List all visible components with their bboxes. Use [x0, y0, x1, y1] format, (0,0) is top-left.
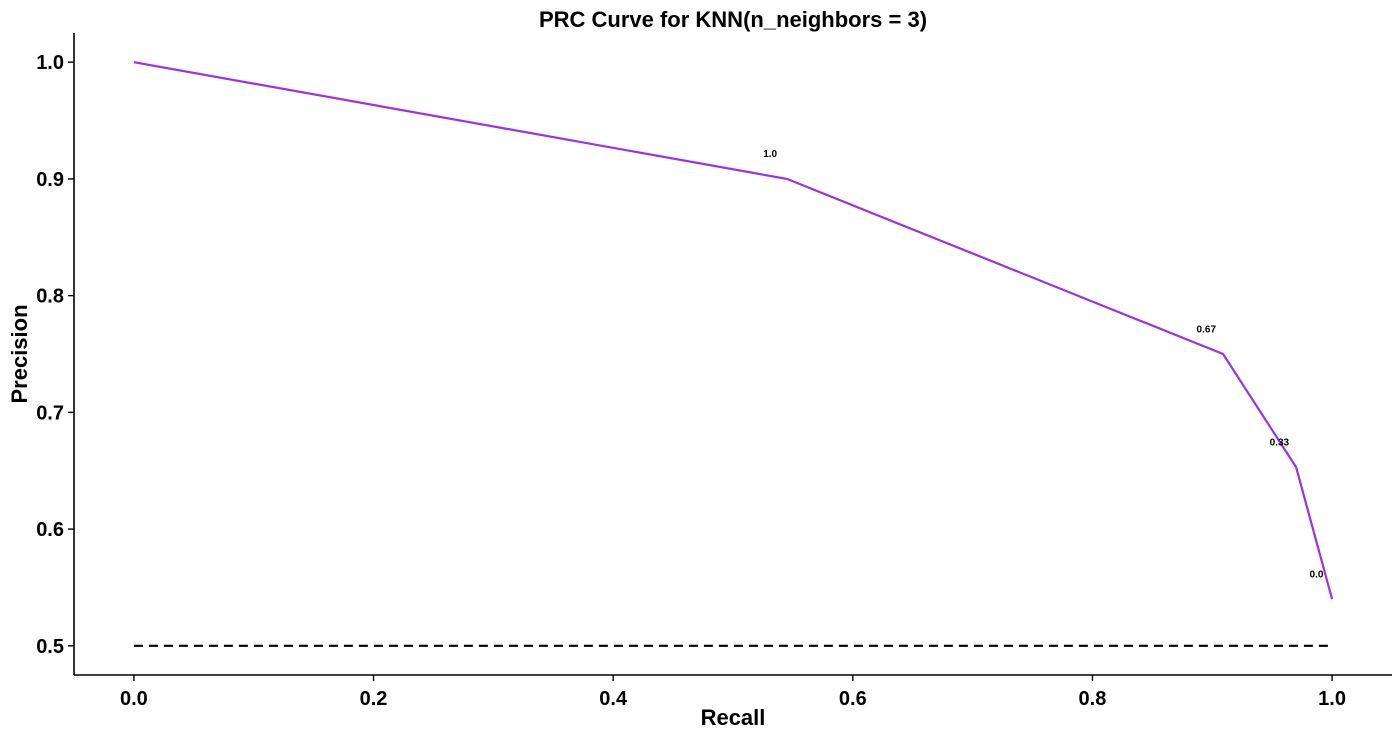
y-tick-label: 0.9 [36, 169, 64, 191]
x-tick-label: 0.6 [839, 688, 867, 710]
y-axis-label: Precision [7, 304, 32, 403]
x-tick-label: 0.0 [120, 688, 148, 710]
threshold-annotation: 1.0 [763, 149, 777, 160]
precision-recall-curve [133, 61, 1334, 600]
y-tick-label: 0.7 [36, 402, 64, 424]
plot-area: 0.0 0.2 0.4 0.6 0.8 1.0 0.5 0.6 0.7 0.8 0.9 1.0 1.0 0… [36, 33, 1392, 710]
chart-title: PRC Curve for KNN(n_neighbors = 3) [539, 7, 927, 32]
x-tick-label: 0.4 [599, 688, 628, 710]
x-tick-label: 0.2 [360, 688, 388, 710]
y-tick-label: 0.6 [36, 519, 64, 541]
y-tick-label: 1.0 [36, 52, 64, 74]
threshold-annotation: 0.0 [1310, 569, 1324, 580]
x-tick-label: 0.8 [1079, 688, 1107, 710]
y-tick-label: 0.8 [36, 286, 64, 308]
threshold-annotation: 0.33 [1270, 438, 1290, 449]
y-tick-label: 0.5 [36, 636, 64, 658]
x-axis-label: Recall [701, 705, 766, 730]
x-tick-label: 1.0 [1318, 688, 1346, 710]
threshold-annotation: 0.67 [1197, 324, 1217, 335]
